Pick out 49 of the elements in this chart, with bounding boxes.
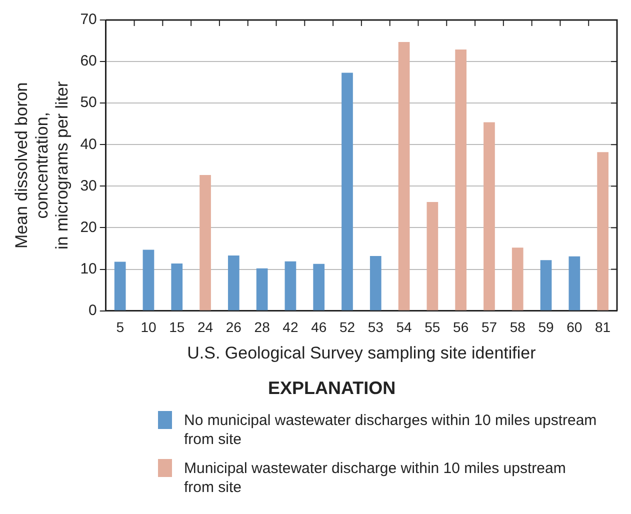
- bar: [114, 262, 126, 310]
- bar: [568, 256, 580, 310]
- x-tick-label: 54: [396, 319, 412, 336]
- x-tick-label: 55: [424, 319, 440, 336]
- y-tick-label: 0: [88, 302, 97, 319]
- x-axis-title: U.S. Geological Survey sampling site identifier: [187, 343, 536, 362]
- bar: [256, 268, 268, 310]
- bar: [171, 263, 183, 310]
- bar: [228, 256, 240, 310]
- x-tick-label: 53: [368, 319, 384, 336]
- x-tick-label: 52: [339, 319, 356, 336]
- bar: [200, 174, 211, 310]
- legend-title: EXPLANATION: [268, 378, 397, 399]
- x-tick-label: 15: [169, 319, 185, 336]
- bar: [284, 261, 296, 310]
- bar: [398, 42, 410, 310]
- x-tick-label: 24: [197, 319, 214, 336]
- y-tick-label: 20: [80, 218, 97, 236]
- legend-label: No municipal wastewater discharges within 10 miles upstream from site: [184, 411, 598, 449]
- y-tick-label: 40: [80, 136, 97, 153]
- x-tick-label: 59: [538, 319, 554, 336]
- x-tick-label: 56: [453, 319, 469, 336]
- x-tick-label: 60: [566, 319, 582, 336]
- x-tick-label: 5: [116, 319, 124, 336]
- bar: [426, 202, 438, 310]
- y-tick-label: 30: [80, 177, 97, 194]
- legend-label: Municipal wastewater discharge within 10 miles upstream from site: [184, 459, 567, 497]
- x-tick-label: 28: [254, 319, 270, 336]
- x-tick-label: 46: [311, 319, 327, 336]
- bar: [142, 250, 154, 310]
- y-tick-label: 10: [80, 260, 97, 278]
- bar: [512, 248, 524, 310]
- x-tick-label: 26: [226, 319, 242, 336]
- y-tick-label: 70: [80, 11, 97, 28]
- x-tick-label: 58: [510, 319, 526, 336]
- x-tick-label: 57: [481, 319, 498, 336]
- bar: [540, 260, 552, 310]
- bar: [455, 49, 467, 310]
- bar: [313, 264, 325, 310]
- bar: [342, 72, 353, 310]
- x-tick-label: 81: [595, 319, 611, 336]
- x-tick-label: 42: [282, 319, 298, 336]
- y-axis-title: Mean dissolved boron concentration, in micrograms per liter: [12, 80, 72, 250]
- x-tick-label: 10: [140, 319, 156, 336]
- bar: [597, 152, 608, 310]
- y-tick-label: 50: [80, 94, 97, 112]
- bar: [370, 256, 382, 310]
- y-tick-label: 60: [80, 52, 97, 70]
- bar: [484, 122, 495, 310]
